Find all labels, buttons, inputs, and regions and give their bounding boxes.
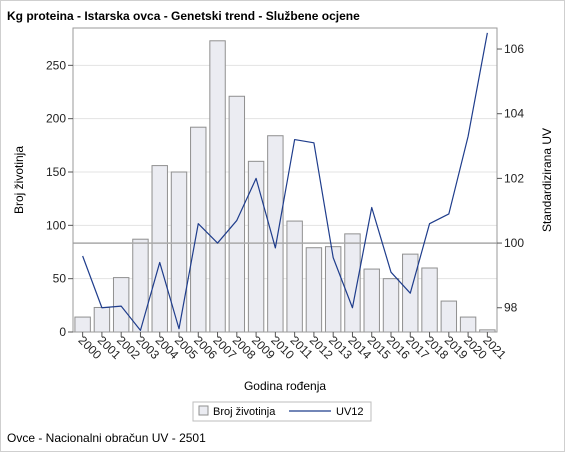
bar [170, 171, 188, 333]
legend-label-bar: Broj životinja [213, 406, 276, 418]
y2-tick-label: 98 [504, 301, 518, 315]
bar [382, 278, 400, 333]
y-tick-label: 0 [59, 325, 66, 339]
y-tick-label: 150 [46, 165, 66, 179]
bar [93, 306, 111, 333]
plot-border [72, 27, 498, 333]
bar [459, 316, 477, 333]
y2-tick-label: 102 [504, 171, 524, 185]
bar [286, 220, 303, 333]
bar [228, 95, 246, 333]
y2-tick-label: 100 [504, 236, 524, 250]
y-tick-label: 50 [53, 272, 67, 286]
bar [363, 268, 380, 333]
bar [132, 238, 149, 333]
bar [209, 40, 226, 333]
bar [267, 135, 284, 333]
line-layer [73, 32, 497, 331]
bar [247, 160, 265, 333]
bar [112, 277, 130, 333]
bar [151, 165, 168, 333]
legend-swatch-bar [198, 405, 209, 416]
bar [344, 233, 361, 333]
uv12-line [82, 32, 488, 331]
y2-tick-label: 104 [504, 107, 524, 121]
y-tick-label: 250 [46, 58, 66, 72]
y-tick-label: 100 [46, 218, 66, 232]
y-tick-label: 200 [46, 112, 66, 126]
legend-label-line: UV12 [336, 406, 364, 418]
chart-title: Kg proteina - Istarska ovca - Genetski t… [7, 9, 360, 23]
footnote: Ovce - Nacionalni obračun UV - 2501 [7, 431, 206, 445]
legend: Broj životinja UV12 [192, 401, 372, 422]
legend-box [192, 401, 372, 422]
y2-axis-title: Standardizirana UV [540, 128, 554, 232]
y2-tick-label: 106 [504, 42, 524, 56]
x-axis-title: Godina rođenja [244, 379, 326, 393]
bar [324, 246, 342, 333]
bar [74, 316, 91, 333]
bars-layer [74, 40, 496, 333]
bar [421, 267, 438, 333]
bar [305, 247, 323, 333]
y-axis-title: Broj životinja [12, 146, 26, 214]
bar [440, 300, 458, 333]
